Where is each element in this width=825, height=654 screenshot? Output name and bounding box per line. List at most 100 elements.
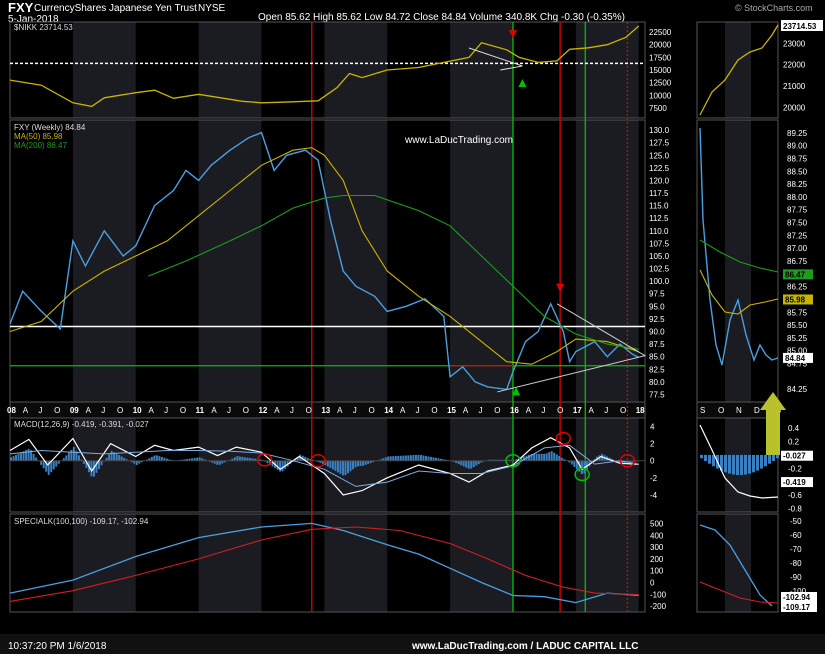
macd-histogram-bar [45,460,48,472]
zoom-specialk-label-box [781,592,817,602]
macd-histogram-bar [570,460,573,465]
macd-histogram-bar [95,460,98,473]
zoom-macd-histogram-bar [756,454,759,471]
zoom-macd-histogram-bar [740,454,743,476]
macd-histogram-bar [487,459,490,461]
zoom-price-y-tick-label: 85.75 [787,308,808,317]
zoom-price-y-tick-label: 85.00 [787,347,808,356]
macd-histogram-bar [276,460,279,470]
x-axis-tick-label: A [86,406,92,415]
macd-histogram-bar [246,457,249,461]
macd-histogram-bar [344,460,347,476]
x-axis-tick-label: J [604,406,608,415]
specialk-signal-line [9,526,639,602]
zoom-specialk-line [699,524,773,607]
macd-histogram-bar [284,460,287,469]
macd-histogram-bar [452,460,455,462]
zoom-macd-histogram-bar [736,454,739,476]
zoom-macd-histogram-bar [724,454,727,473]
macd-histogram-bar [530,453,533,461]
zoom-macd-histogram-bar [772,454,775,462]
macd-histogram-bar [573,460,576,467]
macd-histogram-bar [382,458,385,461]
zoom-macd-histogram-bar [728,454,731,474]
macd-histogram-bar [392,456,395,461]
x-axis-tick-label: 12 [258,406,267,415]
price-y-tick-label: 82.5 [649,365,665,374]
x-axis-tick-label: O [620,406,626,415]
macd-histogram-bar [402,455,405,461]
nikkei-y-tick-label: 7500 [649,104,667,113]
macd-histogram-bar [22,451,25,461]
zoom-price-y-tick-label: 87.75 [787,206,808,215]
macd-y-tick-label: 4 [650,423,655,432]
year-band [575,120,639,402]
macd-histogram-bar [397,455,400,461]
x-axis-tick-label: 08 [7,406,16,415]
zoom-price-y-tick-label: 88.75 [787,154,808,163]
zoom-band [725,22,751,118]
year-band [575,22,639,118]
macd-histogram-bar [560,457,563,461]
zoom-price-y-tick-label: 87.00 [787,244,808,253]
zoom-macd-y-tick-label: 0.4 [788,424,800,433]
year-band [72,514,136,612]
macd-histogram-bar [621,460,624,464]
macd-histogram-bar [424,455,427,461]
price-y-tick-label: 117.5 [649,189,669,198]
nikkei-y-tick-label: 20000 [649,41,672,50]
macd-histogram-bar [213,460,216,464]
brand-label: © StockCharts.com [735,3,813,13]
nikkei-line [9,25,640,108]
macd-histogram-bar [253,458,256,461]
x-axis-tick-label: A [400,406,406,415]
macd-histogram-bar [631,460,634,462]
macd-histogram-bar [150,456,153,461]
specialk-y-tick-label: 100 [650,567,664,576]
macd-histogram-bar [203,459,206,461]
zoom-nikkei-y-tick-label: 22000 [783,61,806,70]
macd-histogram-bar [90,460,93,477]
x-axis-tick-label: A [211,406,217,415]
macd-histogram-bar [575,460,578,470]
year-band [198,22,262,118]
macd-histogram-bar [20,452,23,461]
price-legend-entry: MA(200) 86.47 [14,141,67,150]
macd-histogram-bar [40,460,43,465]
macd-histogram-bar [352,460,355,470]
zoom-macd-label-box [781,477,813,488]
year-band [72,22,136,118]
year-band [450,418,513,512]
price-y-tick-label: 107.5 [649,239,670,248]
zoom-macd-histogram-bar [752,454,755,473]
x-axis-tick-label: 16 [510,406,519,415]
x-axis-tick-label: 14 [384,406,393,415]
x-axis-tick-label: A [463,406,469,415]
specialk-y-tick-label: -200 [650,602,667,611]
x-axis-tick-label: J [101,406,105,415]
nikkei-legend: $NIKK 23714.53 [14,23,73,32]
macd-histogram-bar [243,457,246,461]
macd-histogram-bar [578,460,581,472]
macd-histogram-bar [67,452,70,461]
macd-histogram-bar [548,452,551,461]
zoom-x-axis-tick-label: O [718,406,724,415]
macd-histogram-bar [535,453,538,461]
price-y-tick-label: 90.0 [649,328,665,337]
macd-histogram-bar [211,460,214,463]
x-axis-tick-label: O [180,406,186,415]
zoom-x-axis-tick-label: N [736,406,742,415]
macd-histogram-bar [123,457,126,461]
zoom-price-y-tick-label: 89.00 [787,142,808,151]
zoom-macd-histogram-bar [704,454,707,462]
macd-histogram-bar [193,457,196,461]
macd-histogram-bar [120,456,123,461]
panel-border-specialk [9,513,646,613]
macd-histogram-bar [160,456,163,461]
zoom-price-label-box [783,352,813,363]
macd-histogram-bar [316,460,319,462]
macd-histogram-bar [331,460,334,470]
specialk-y-tick-label: 400 [650,531,664,540]
